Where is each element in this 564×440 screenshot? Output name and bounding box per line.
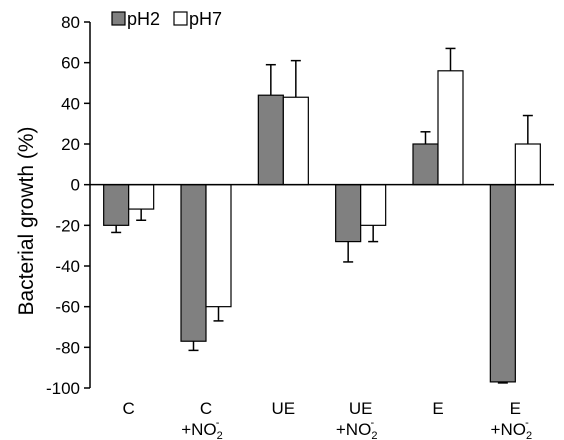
subscript: 2 bbox=[217, 430, 223, 440]
bar-ph2-4 bbox=[412, 143, 439, 186]
x-category-label: C bbox=[200, 399, 212, 418]
subscript: 2 bbox=[371, 430, 377, 440]
bar-ph2-2 bbox=[257, 94, 284, 186]
sublabel-text: +NO bbox=[491, 420, 526, 439]
bars-group bbox=[103, 47, 541, 384]
bar-ph2-0 bbox=[103, 184, 130, 226]
bar-ph7-2 bbox=[282, 96, 309, 186]
y-tick-label: -60 bbox=[55, 298, 80, 317]
x-category-sublabel: +NO2- bbox=[181, 417, 223, 440]
legend-swatch-ph7 bbox=[173, 11, 188, 26]
x-category-label: C bbox=[123, 399, 135, 418]
sublabel-text: +NO bbox=[181, 420, 216, 439]
x-category-label: UE bbox=[349, 399, 373, 418]
bar-ph2-5 bbox=[489, 184, 516, 383]
legend: pH2 pH7 bbox=[111, 9, 222, 29]
superscript: - bbox=[525, 417, 529, 429]
bar-ph2-3 bbox=[335, 184, 362, 243]
superscript: - bbox=[216, 417, 220, 429]
y-tick-label: 20 bbox=[61, 135, 80, 154]
x-category-label: E bbox=[432, 399, 443, 418]
x-category-labels: C C+NO2-UE UE+NO2-E E+NO2- bbox=[123, 399, 533, 440]
legend-label-ph2: pH2 bbox=[127, 9, 160, 29]
y-axis: 80 60 40 20 0 -20 -40 -60 -80 -100 bbox=[46, 13, 91, 398]
sublabel-text: +NO bbox=[336, 420, 371, 439]
bar-ph7-3 bbox=[360, 184, 387, 226]
y-tick-label: 80 bbox=[61, 13, 80, 32]
y-tick-label: -100 bbox=[46, 379, 80, 398]
x-category-label: E bbox=[510, 399, 521, 418]
bar-ph7-1 bbox=[205, 184, 232, 308]
x-category-sublabel: +NO2- bbox=[336, 417, 378, 440]
y-tick-label: -40 bbox=[55, 257, 80, 276]
legend-label-ph7: pH7 bbox=[189, 9, 222, 29]
bar-ph2-1 bbox=[180, 184, 207, 342]
bar-ph7-0 bbox=[128, 184, 155, 210]
y-tick-label: 0 bbox=[71, 176, 80, 195]
y-tick-label: 40 bbox=[61, 94, 80, 113]
legend-swatch-ph2 bbox=[111, 11, 126, 26]
y-tick-label: 60 bbox=[61, 54, 80, 73]
x-category-sublabel: +NO2- bbox=[491, 417, 533, 440]
subscript: 2 bbox=[526, 430, 532, 440]
bar-ph7-4 bbox=[437, 70, 464, 186]
y-axis-title: Bacterial growth (%) bbox=[15, 126, 38, 315]
superscript: - bbox=[370, 417, 374, 429]
y-tick-label: -80 bbox=[55, 338, 80, 357]
y-tick-label: -20 bbox=[55, 216, 80, 235]
bar-ph7-5 bbox=[514, 143, 541, 186]
x-category-label: UE bbox=[272, 399, 296, 418]
